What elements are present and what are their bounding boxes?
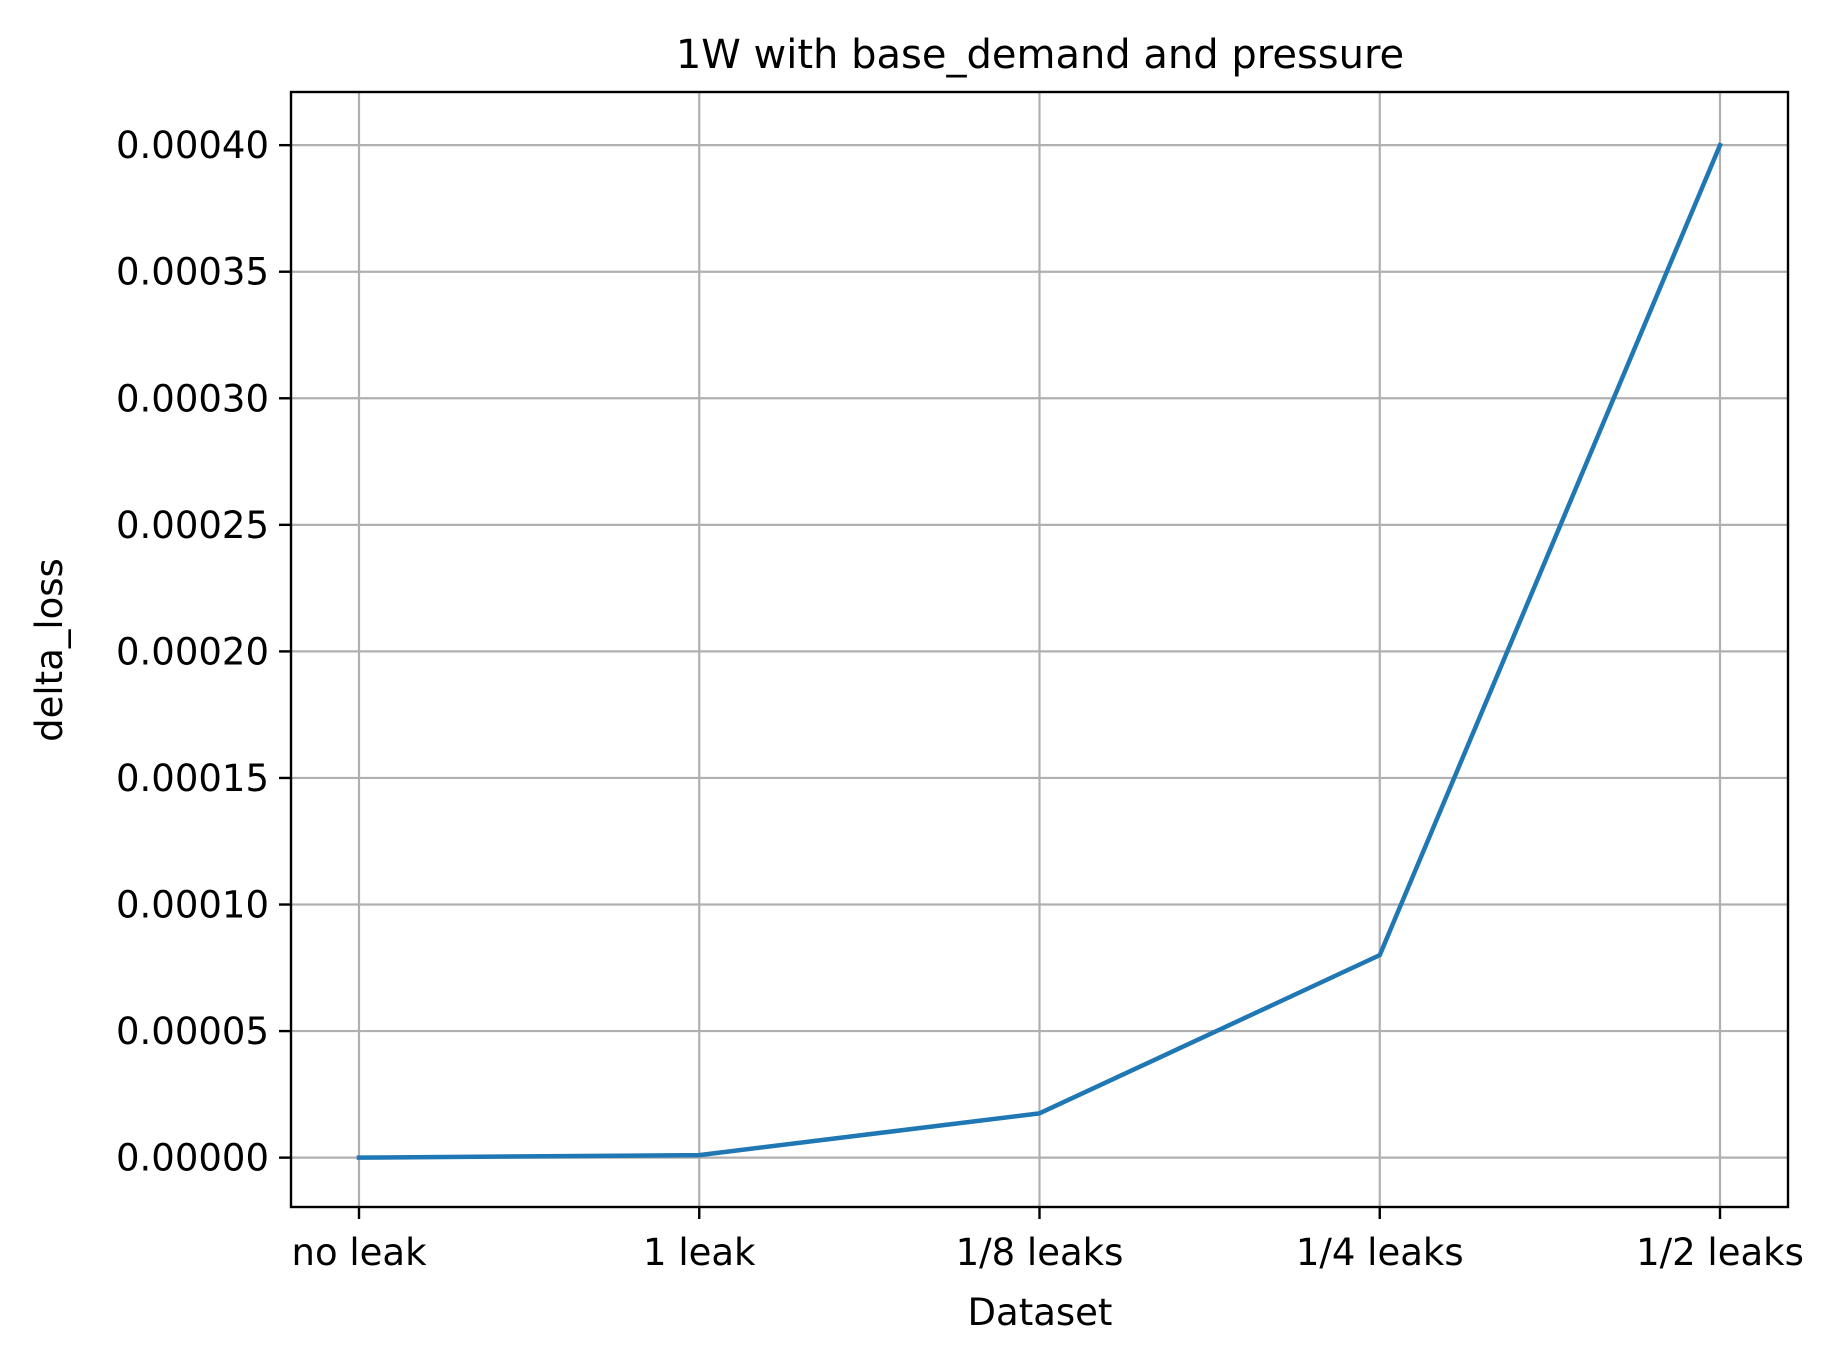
x-tick-label: 1/4 leaks xyxy=(1296,1231,1464,1274)
y-tick-label: 0.00030 xyxy=(116,377,269,420)
x-axis-label: Dataset xyxy=(968,1291,1113,1334)
y-tick-label: 0.00000 xyxy=(116,1137,269,1180)
y-axis-label: delta_loss xyxy=(28,558,71,742)
y-tick-label: 0.00025 xyxy=(116,504,269,547)
y-axis-ticks: 0.00000 0.00005 0.00010 0.00015 0.00020 0.000… xyxy=(116,124,291,1180)
y-tick-label: 0.00020 xyxy=(116,630,269,673)
x-tick-label: no leak xyxy=(292,1231,428,1274)
y-tick-label: 0.00005 xyxy=(116,1010,269,1053)
y-tick-label: 0.00015 xyxy=(116,757,269,800)
y-tick-label: 0.00035 xyxy=(116,251,269,294)
series-layer xyxy=(356,142,1723,1160)
x-axis-ticks: no leak 1 leak 1/8 leaks 1/4 leaks 1/2 leaks xyxy=(292,1207,1804,1274)
x-tick-label: 1/8 leaks xyxy=(956,1231,1124,1274)
chart-title: 1W with base_demand and pressure xyxy=(676,32,1404,78)
y-tick-label: 0.00040 xyxy=(116,124,269,167)
y-tick-label: 0.00010 xyxy=(116,884,269,927)
x-tick-label: 1 leak xyxy=(643,1231,756,1274)
x-tick-label: 1/2 leaks xyxy=(1636,1231,1804,1274)
